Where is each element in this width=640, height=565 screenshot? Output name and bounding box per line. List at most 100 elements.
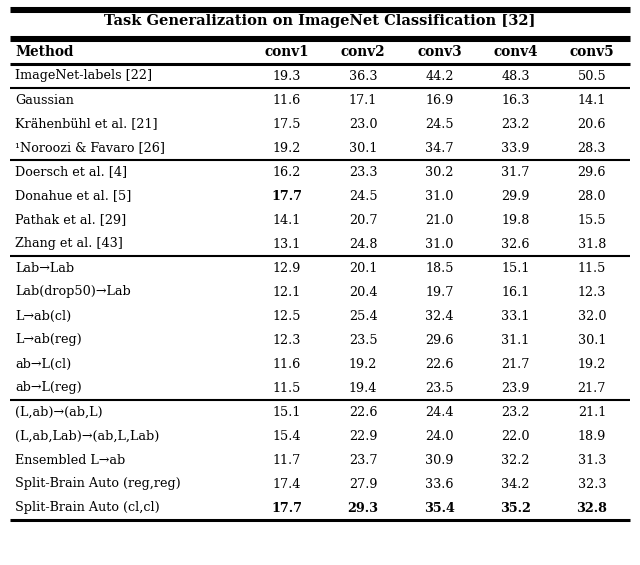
Text: 30.1: 30.1 (578, 333, 606, 346)
Text: 23.9: 23.9 (501, 381, 530, 394)
Text: 28.0: 28.0 (578, 189, 606, 202)
Text: 32.6: 32.6 (501, 237, 530, 250)
Text: conv5: conv5 (570, 45, 614, 59)
Text: Method: Method (15, 45, 74, 59)
Text: Split-Brain Auto (reg,reg): Split-Brain Auto (reg,reg) (15, 477, 180, 490)
Text: 12.5: 12.5 (273, 310, 301, 323)
Text: 18.5: 18.5 (425, 262, 454, 275)
Text: 23.2: 23.2 (501, 118, 530, 131)
Text: ab→L(cl): ab→L(cl) (15, 358, 71, 371)
Text: 11.5: 11.5 (273, 381, 301, 394)
Text: conv4: conv4 (493, 45, 538, 59)
Text: Task Generalization on ImageNet Classification [32]: Task Generalization on ImageNet Classifi… (104, 14, 536, 28)
Text: 22.9: 22.9 (349, 429, 378, 442)
Text: 14.1: 14.1 (273, 214, 301, 227)
Text: 33.9: 33.9 (501, 141, 530, 154)
Text: 11.7: 11.7 (273, 454, 301, 467)
Text: 19.4: 19.4 (349, 381, 377, 394)
Text: Split-Brain Auto (cl,cl): Split-Brain Auto (cl,cl) (15, 502, 160, 515)
Text: 31.8: 31.8 (578, 237, 606, 250)
Text: 22.0: 22.0 (501, 429, 530, 442)
Text: 22.6: 22.6 (349, 406, 378, 419)
Text: 24.5: 24.5 (425, 118, 454, 131)
Text: 15.1: 15.1 (273, 406, 301, 419)
Text: 32.4: 32.4 (425, 310, 454, 323)
Text: 15.4: 15.4 (273, 429, 301, 442)
Text: 12.1: 12.1 (273, 285, 301, 298)
Text: 17.4: 17.4 (273, 477, 301, 490)
Text: 12.3: 12.3 (578, 285, 606, 298)
Text: 11.6: 11.6 (273, 93, 301, 106)
Text: 19.2: 19.2 (349, 358, 377, 371)
Text: conv1: conv1 (264, 45, 309, 59)
Text: 31.3: 31.3 (578, 454, 606, 467)
Text: 29.9: 29.9 (501, 189, 530, 202)
Text: 28.3: 28.3 (578, 141, 606, 154)
Text: 23.3: 23.3 (349, 166, 378, 179)
Text: Krähenbühl et al. [21]: Krähenbühl et al. [21] (15, 118, 157, 131)
Text: 36.3: 36.3 (349, 69, 378, 82)
Text: L→ab(reg): L→ab(reg) (15, 333, 82, 346)
Text: Lab(drop50)→Lab: Lab(drop50)→Lab (15, 285, 131, 298)
Text: 20.7: 20.7 (349, 214, 378, 227)
Text: 29.6: 29.6 (578, 166, 606, 179)
Text: ImageNet-labels [22]: ImageNet-labels [22] (15, 69, 152, 82)
Text: Pathak et al. [29]: Pathak et al. [29] (15, 214, 126, 227)
Text: ¹Noroozi & Favaro [26]: ¹Noroozi & Favaro [26] (15, 141, 165, 154)
Text: 11.5: 11.5 (578, 262, 606, 275)
Text: 32.0: 32.0 (578, 310, 606, 323)
Text: 33.6: 33.6 (425, 477, 454, 490)
Text: 32.8: 32.8 (577, 502, 607, 515)
Text: 25.4: 25.4 (349, 310, 378, 323)
Text: 32.3: 32.3 (578, 477, 606, 490)
Text: 29.6: 29.6 (425, 333, 454, 346)
Text: conv3: conv3 (417, 45, 461, 59)
Text: 31.0: 31.0 (425, 237, 454, 250)
Text: 23.0: 23.0 (349, 118, 378, 131)
Text: 19.2: 19.2 (273, 141, 301, 154)
Text: 31.1: 31.1 (502, 333, 530, 346)
Text: 12.3: 12.3 (273, 333, 301, 346)
Text: Doersch et al. [4]: Doersch et al. [4] (15, 166, 127, 179)
Text: 13.1: 13.1 (273, 237, 301, 250)
Text: 34.7: 34.7 (425, 141, 454, 154)
Text: 30.1: 30.1 (349, 141, 377, 154)
Text: 23.2: 23.2 (501, 406, 530, 419)
Text: 35.2: 35.2 (500, 502, 531, 515)
Text: 24.5: 24.5 (349, 189, 378, 202)
Text: 22.6: 22.6 (425, 358, 454, 371)
Text: Gaussian: Gaussian (15, 93, 74, 106)
Text: 19.7: 19.7 (425, 285, 454, 298)
Text: Donahue et al. [5]: Donahue et al. [5] (15, 189, 131, 202)
Text: 17.7: 17.7 (271, 502, 302, 515)
Text: 16.9: 16.9 (425, 93, 454, 106)
Text: 19.2: 19.2 (578, 358, 606, 371)
Text: Zhang et al. [43]: Zhang et al. [43] (15, 237, 123, 250)
Text: (L,ab,Lab)→(ab,L,Lab): (L,ab,Lab)→(ab,L,Lab) (15, 429, 159, 442)
Text: 19.8: 19.8 (501, 214, 530, 227)
Text: conv2: conv2 (340, 45, 385, 59)
Text: 12.9: 12.9 (273, 262, 301, 275)
Text: 48.3: 48.3 (501, 69, 530, 82)
Text: 30.9: 30.9 (425, 454, 454, 467)
Text: 16.3: 16.3 (501, 93, 530, 106)
Text: 33.1: 33.1 (501, 310, 530, 323)
Text: 16.1: 16.1 (502, 285, 530, 298)
Text: 16.2: 16.2 (273, 166, 301, 179)
Text: 21.7: 21.7 (578, 381, 606, 394)
Text: 14.1: 14.1 (578, 93, 606, 106)
Text: 11.6: 11.6 (273, 358, 301, 371)
Text: 24.0: 24.0 (425, 429, 454, 442)
Text: 20.1: 20.1 (349, 262, 377, 275)
Text: 20.4: 20.4 (349, 285, 378, 298)
Text: (L,ab)→(ab,L): (L,ab)→(ab,L) (15, 406, 102, 419)
Text: 15.5: 15.5 (577, 214, 606, 227)
Text: 23.7: 23.7 (349, 454, 378, 467)
Text: 30.2: 30.2 (425, 166, 454, 179)
Text: 24.8: 24.8 (349, 237, 378, 250)
Text: 31.0: 31.0 (425, 189, 454, 202)
Text: 27.9: 27.9 (349, 477, 378, 490)
Text: 17.7: 17.7 (271, 189, 302, 202)
Text: 21.1: 21.1 (578, 406, 606, 419)
Text: Lab→Lab: Lab→Lab (15, 262, 74, 275)
